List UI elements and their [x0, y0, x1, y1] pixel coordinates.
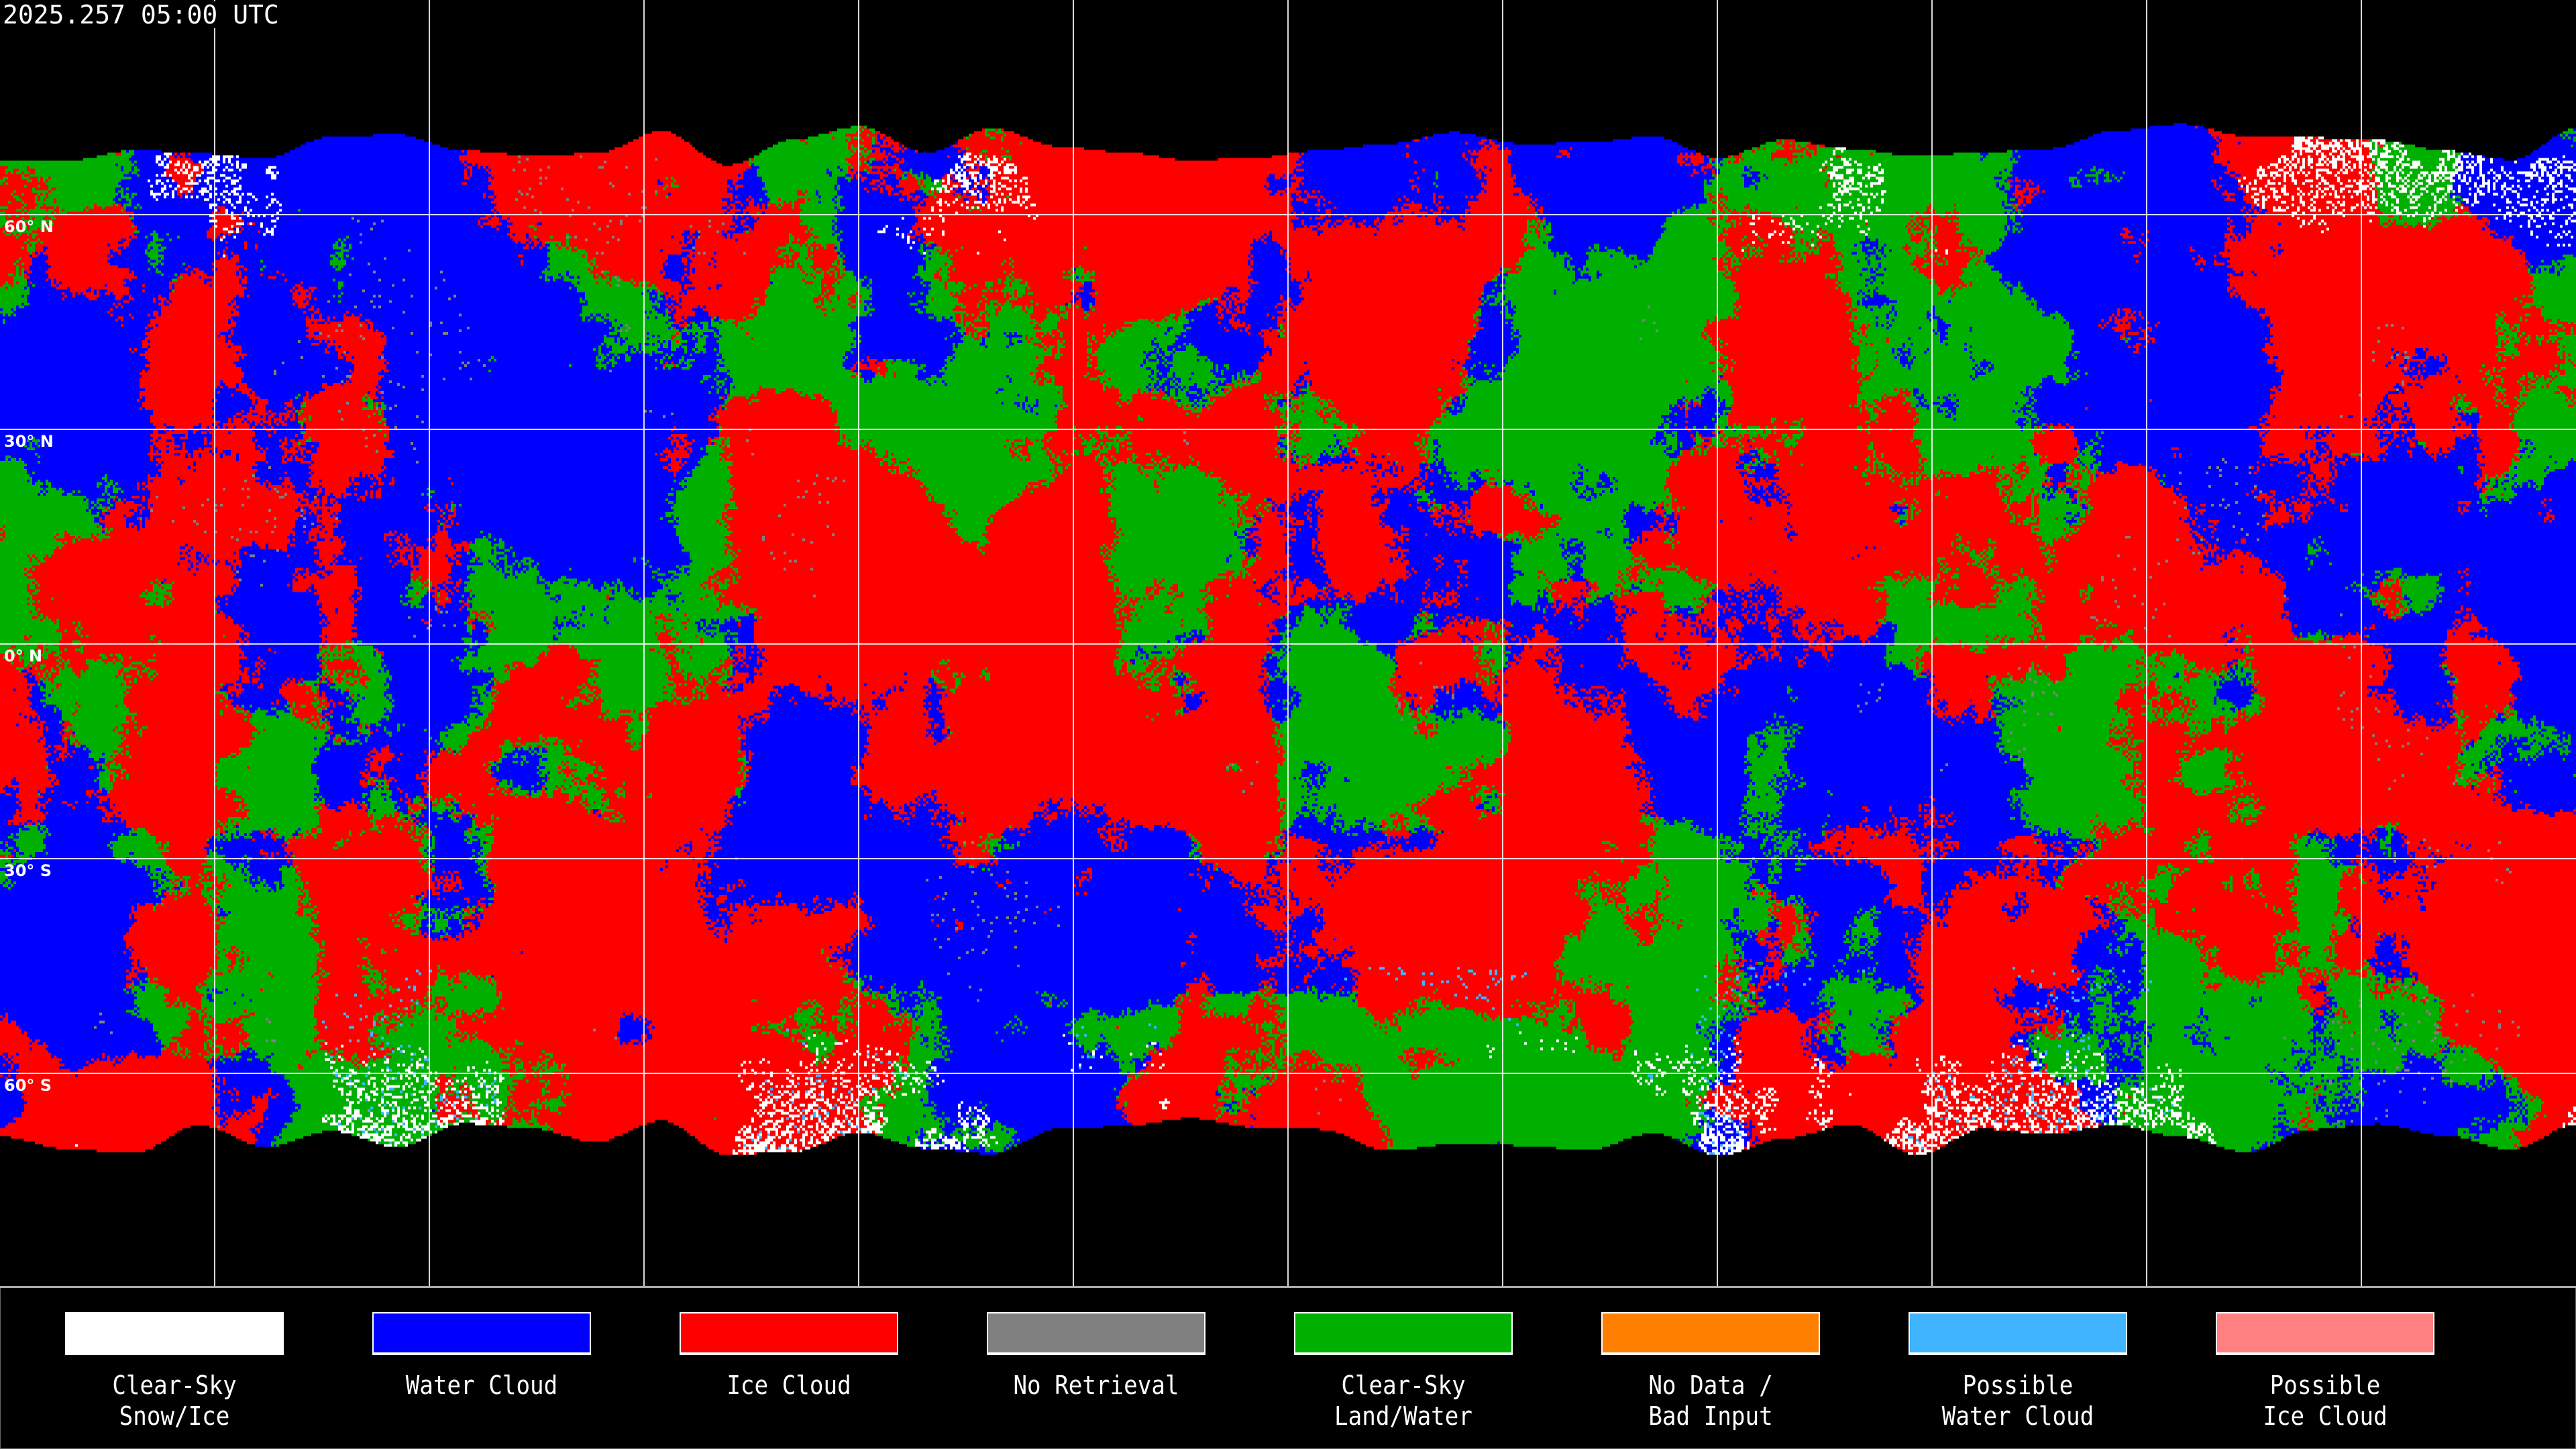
legend-item-possible-ice-cloud: Possible Ice Cloud — [2216, 1312, 2434, 1432]
legend-swatch — [65, 1312, 284, 1355]
lat-label-60n: 60° N — [4, 217, 54, 236]
meridian-line — [1931, 0, 1933, 1286]
legend-item-water-cloud: Water Cloud — [372, 1312, 591, 1401]
legend-label-line2: Ice Cloud — [2263, 1401, 2387, 1431]
legend-label-line1: Water Cloud — [405, 1371, 558, 1400]
parallel-equator — [0, 643, 2576, 645]
legend-swatch — [372, 1312, 591, 1355]
lat-label-equator: 0° N — [4, 647, 43, 665]
parallel-60s — [0, 1073, 2576, 1074]
meridian-line — [858, 0, 859, 1286]
legend-swatch — [1909, 1312, 2127, 1355]
legend-label-line2: Land/Water — [1334, 1401, 1472, 1431]
meridian-line — [1287, 0, 1289, 1286]
meridian-line — [429, 0, 430, 1286]
legend-label-line2: Water Cloud — [1941, 1401, 2094, 1431]
parallel-30n — [0, 429, 2576, 430]
meridian-line — [643, 0, 645, 1286]
lat-label-30s: 30° S — [4, 861, 52, 880]
legend-swatch — [1294, 1312, 1513, 1355]
cloud-phase-map: 60° N 30° N 0° N 30° S 60° S 2025.257 05… — [0, 0, 2576, 1288]
legend-item-no-retrieval: No Retrieval — [987, 1312, 1205, 1401]
parallel-60n — [0, 214, 2576, 215]
legend-label-line1: Possible — [1962, 1371, 2074, 1400]
legend-item-possible-water-cloud: Possible Water Cloud — [1909, 1312, 2127, 1432]
legend-swatch — [680, 1312, 898, 1355]
legend-label-line1: No Data / — [1648, 1371, 1773, 1400]
meridian-line — [1502, 0, 1503, 1286]
legend-label-line1: No Retrieval — [1013, 1371, 1179, 1400]
legend-item-clear-sky-land-water: Clear-Sky Land/Water — [1294, 1312, 1513, 1432]
legend-item-ice-cloud: Ice Cloud — [680, 1312, 898, 1401]
meridian-line — [214, 0, 215, 1286]
legend-label-line1: Clear-Sky — [1341, 1371, 1466, 1400]
meridian-line — [2146, 0, 2147, 1286]
lat-label-30n: 30° N — [4, 432, 54, 451]
legend-item-no-data: No Data / Bad Input — [1601, 1312, 1820, 1432]
meridian-line — [2361, 0, 2362, 1286]
meridian-line — [1073, 0, 1074, 1286]
legend-label-line1: Possible — [2269, 1371, 2381, 1400]
legend-label-line1: Clear-Sky — [112, 1371, 237, 1400]
graticule: 60° N 30° N 0° N 30° S 60° S — [0, 0, 2576, 1286]
legend-label-line2: Snow/Ice — [119, 1401, 230, 1431]
parallel-30s — [0, 858, 2576, 859]
legend-swatch — [2216, 1312, 2434, 1355]
lat-label-60s: 60° S — [4, 1076, 52, 1095]
meridian-line — [1717, 0, 1718, 1286]
legend-item-clear-sky-snow-ice: Clear-Sky Snow/Ice — [65, 1312, 284, 1432]
timestamp: 2025.257 05:00 UTC — [3, 1, 283, 28]
legend-swatch — [1601, 1312, 1820, 1355]
legend-label-line2: Bad Input — [1648, 1401, 1773, 1431]
legend-label-line1: Ice Cloud — [727, 1371, 851, 1400]
legend-swatch — [987, 1312, 1205, 1355]
